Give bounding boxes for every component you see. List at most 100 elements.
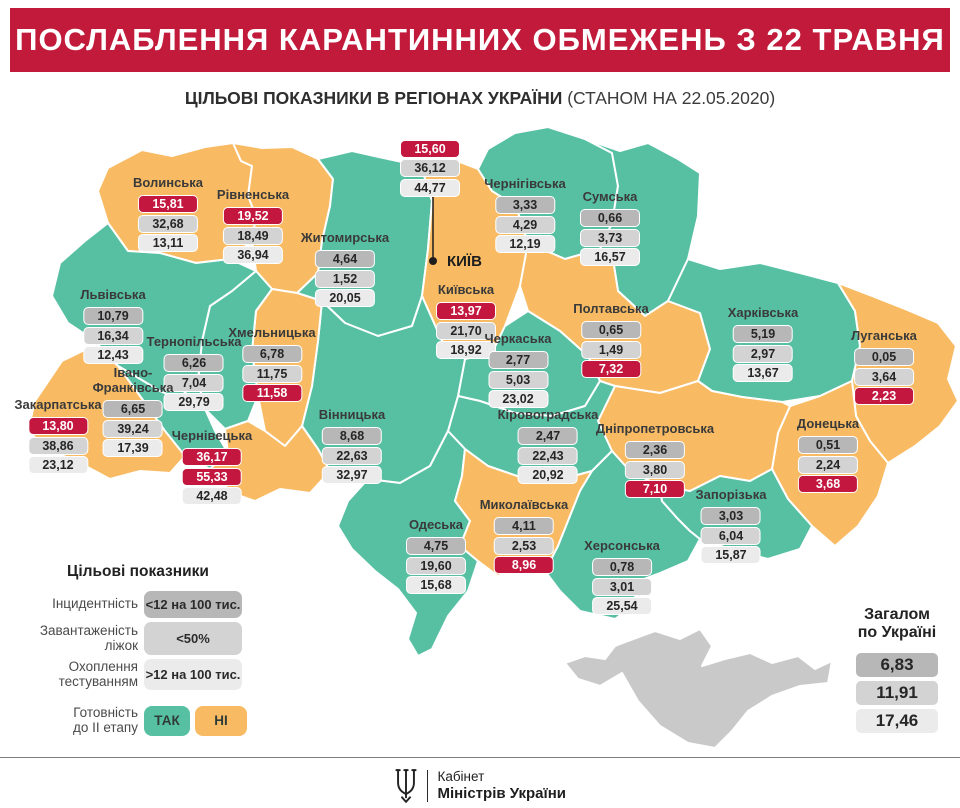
region-value: 15,68	[406, 576, 466, 595]
region-label-sumska: Сумська 0,66 3,73 16,57	[580, 189, 640, 267]
region-name: Київська	[437, 282, 495, 297]
region-value: 19,60	[406, 556, 466, 575]
region-value: 5,03	[488, 370, 548, 389]
subtitle-date: (СТАНОМ НА 22.05.2020)	[567, 88, 776, 108]
region-value: 3,33	[494, 196, 555, 215]
total-beds: 11,91	[855, 679, 939, 706]
region-value: 7,04	[164, 373, 224, 392]
org-name: Кабінет Міністрів України	[437, 769, 566, 803]
region-value: 2,23	[854, 387, 914, 406]
region-value: 39,24	[103, 419, 163, 438]
region-label-zakarpatska: Закарпатська 13,80 38,86 23,12	[14, 397, 102, 475]
region-value: 2,53	[493, 536, 554, 555]
region-value: 55,33	[181, 467, 242, 486]
region-label-kyivska: Київська 13,97 21,70 18,92	[436, 282, 496, 360]
legend-row-readiness: Готовність до ІІ етапу ТАК НІ	[28, 705, 260, 736]
total-incidence: 6,83	[855, 651, 939, 678]
trident-emblem-icon	[395, 769, 417, 803]
kyiv-city-label: КИЇВ	[447, 253, 482, 270]
national-totals: Загалом по Україні 6,83 11,91 17,46	[854, 606, 940, 736]
legend-row-beds: Завантаженість ліжок <50%	[28, 622, 260, 655]
region-label-volynska: Волинська 15,81 32,68 13,11	[133, 175, 203, 253]
region-name: Одеська	[408, 517, 464, 532]
region-label-luhanska: Луганська 0,05 3,64 2,23	[851, 328, 917, 406]
region-label-khersonska: Херсонська 0,78 3,01 25,54	[584, 538, 660, 616]
region-name: Луганська	[851, 328, 917, 343]
region-name: Полтавська	[573, 301, 649, 316]
region-value: 25,54	[591, 597, 652, 616]
region-shape-crimea	[564, 628, 833, 749]
subtitle: ЦІЛЬОВІ ПОКАЗНИКИ В РЕГІОНАХ УКРАЇНИ (СТ…	[0, 86, 960, 110]
region-value: 2,97	[733, 344, 793, 363]
region-value: 7,32	[580, 360, 641, 379]
org-line1: Кабінет	[437, 768, 485, 784]
region-value: 42,48	[181, 487, 242, 506]
region-label-dnipropetrovska: Дніпропетровська 2,36 3,80 7,10	[596, 421, 714, 499]
region-value: 0,51	[797, 436, 858, 455]
region-value: 13,67	[733, 364, 793, 383]
region-value: 23,12	[27, 456, 88, 475]
region-value: 11,75	[242, 364, 302, 383]
header-banner: ПОСЛАБЛЕННЯ КАРАНТИННИХ ОБМЕЖЕНЬ З 22 ТР…	[10, 8, 950, 72]
region-value: 32,68	[137, 214, 198, 233]
region-value: 8,68	[321, 427, 382, 446]
region-value: 10,79	[83, 307, 143, 326]
region-value: 13,11	[137, 234, 198, 253]
region-label-ivano-frankivska: Івано- Франківська 6,65 39,24 17,39	[93, 365, 173, 458]
region-label-cherkaska: Черкаська 2,77 5,03 23,02	[485, 331, 552, 409]
region-name: Тернопільська	[146, 334, 242, 349]
region-value: 2,47	[517, 427, 578, 446]
region-value: 29,79	[164, 393, 224, 412]
region-value: 2,24	[797, 455, 858, 474]
totals-title: Загалом по Україні	[857, 606, 937, 642]
region-value: 16,57	[580, 248, 640, 267]
region-value: 22,43	[517, 446, 578, 465]
region-value: 38,86	[27, 436, 88, 455]
legend-row-incidence: Інцидентність <12 на 100 тис.	[28, 591, 260, 618]
region-name: Кіровоградська	[497, 407, 599, 422]
legend-threshold-incidence: <12 на 100 тис.	[144, 591, 242, 618]
region-value: 13,80	[27, 417, 88, 436]
region-label-zhytomyrska: Житомирська 4,64 1,52 20,05	[301, 230, 389, 308]
region-name: Рівненська	[216, 187, 290, 202]
region-value: 1,52	[315, 269, 375, 288]
region-value: 16,34	[83, 326, 143, 345]
region-name: Львівська	[80, 287, 146, 302]
legend-title: Цільові показники	[67, 563, 209, 580]
region-value: 5,19	[733, 325, 793, 344]
legend-label-incidence: Інцидентність	[52, 596, 138, 612]
region-value: 3,80	[625, 460, 685, 479]
region-value: 20,05	[315, 289, 375, 308]
kyiv-callout: 15,60 36,12 44,77	[400, 138, 460, 197]
region-value: 8,96	[493, 556, 554, 575]
region-label-ternopilska: Тернопільська 6,26 7,04 29,79	[146, 334, 242, 412]
region-value: 15,81	[137, 195, 198, 214]
legend-label-testing: Охоплення тестуванням	[58, 658, 138, 689]
region-name: Херсонська	[584, 538, 660, 553]
region-value: 12,19	[494, 235, 555, 254]
kyiv-value-beds: 36,12	[400, 159, 460, 177]
readiness-no-tag: НІ	[195, 706, 247, 736]
region-value: 3,68	[797, 475, 858, 494]
region-value: 4,29	[494, 215, 555, 234]
region-label-kirovohradska: Кіровоградська 2,47 22,43 20,92	[497, 407, 599, 485]
region-value: 6,78	[242, 345, 302, 364]
region-value: 6,65	[103, 400, 163, 419]
region-value: 7,10	[625, 480, 685, 499]
region-value: 4,75	[406, 537, 466, 556]
region-value: 12,43	[83, 346, 143, 365]
region-value: 0,78	[591, 558, 652, 577]
region-label-vinnytska: Вінницька 8,68 22,63 32,97	[319, 407, 385, 485]
region-value: 18,92	[436, 341, 496, 360]
region-label-poltavska: Полтавська 0,65 1,49 7,32	[573, 301, 649, 379]
region-label-donetska: Донецька 0,51 2,24 3,68	[797, 416, 859, 494]
legend-label-readiness: Готовність до ІІ етапу	[72, 705, 138, 735]
region-value: 11,58	[242, 384, 302, 403]
region-value: 36,17	[181, 448, 242, 467]
legend: Цільові показники Інцидентність <12 на 1…	[28, 563, 260, 740]
subtitle-main: ЦІЛЬОВІ ПОКАЗНИКИ В РЕГІОНАХ УКРАЇНИ	[184, 88, 563, 108]
legend-row-testing: Охоплення тестуванням >12 на 100 тис.	[28, 659, 260, 690]
region-name: Чернівецька	[171, 428, 253, 443]
region-label-khmelnytska: Хмельницька 6,78 11,75 11,58	[228, 325, 316, 403]
